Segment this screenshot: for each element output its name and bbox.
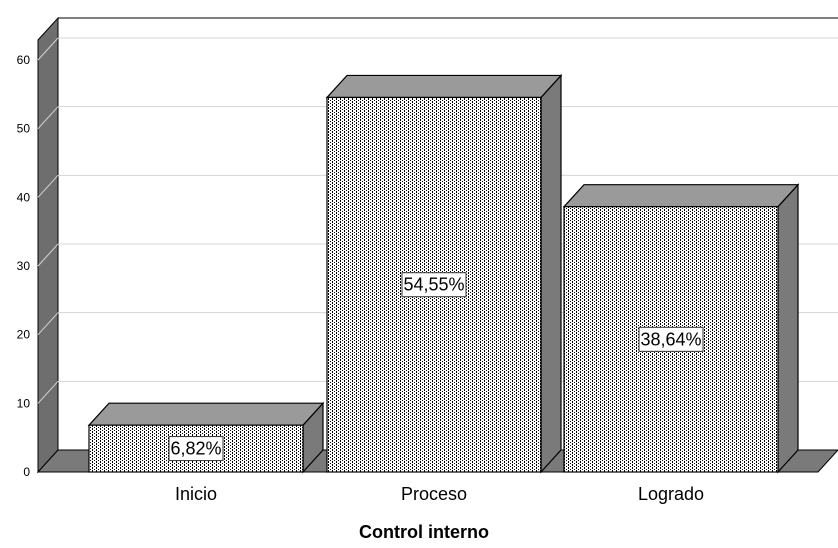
x-category-label: Inicio	[175, 484, 217, 504]
x-category-label: Logrado	[638, 484, 704, 504]
gridline-side	[37, 380, 59, 404]
x-axis-categories: Inicio Proceso Logrado	[175, 484, 704, 504]
y-tick-label: 40	[17, 190, 31, 204]
y-axis-ticks: 0 10 20 30 40 50 60	[17, 53, 31, 479]
y-tick-label: 50	[17, 122, 31, 136]
bar-top	[562, 184, 800, 208]
y-tick-label: 10	[17, 396, 31, 410]
data-label-box	[401, 272, 467, 298]
y-tick-label: 20	[17, 328, 31, 342]
gridline-side	[37, 106, 59, 130]
x-category-label: Proceso	[401, 484, 467, 504]
gridline-side	[37, 243, 59, 267]
data-label-text: 38,64%	[640, 329, 701, 349]
gridline-side	[37, 174, 59, 198]
bar-inicio	[87, 401, 325, 474]
data-label-text: 6,82%	[170, 439, 221, 459]
bar-top	[325, 74, 563, 99]
data-label: 38,64%	[638, 326, 704, 352]
data-labels: 6,82% 54,55% 38,64%	[168, 272, 704, 462]
data-label-box	[638, 326, 704, 352]
data-label-box	[168, 436, 224, 462]
y-tick-label: 0	[23, 465, 30, 479]
gridline-side	[37, 312, 59, 336]
bar-side	[777, 183, 799, 474]
bar-top	[87, 402, 325, 426]
bar-side	[540, 73, 562, 474]
data-label: 54,55%	[401, 272, 467, 298]
gridline-side	[37, 37, 59, 61]
x-axis-title: Control interno	[359, 522, 489, 542]
data-label-text: 54,55%	[403, 275, 464, 295]
y-tick-label: 30	[17, 259, 31, 273]
data-label: 6,82%	[168, 436, 224, 462]
y-tick-label: 60	[17, 53, 31, 67]
side-wall	[37, 16, 59, 474]
